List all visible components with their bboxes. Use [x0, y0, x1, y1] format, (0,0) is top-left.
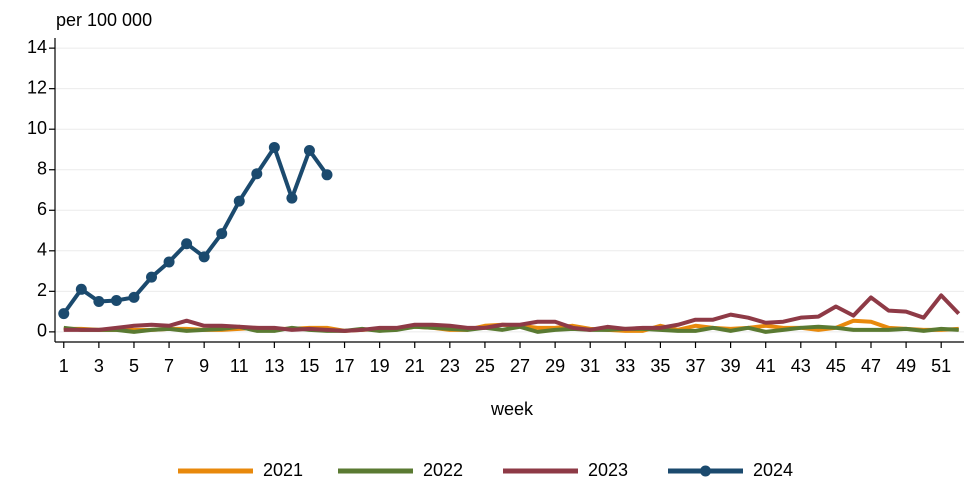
- x-axis-label: week: [490, 399, 534, 419]
- series-marker: [233, 195, 245, 207]
- y-tick-label: 10: [27, 118, 47, 138]
- x-tick-label: 15: [299, 356, 319, 376]
- x-tick-label: 13: [264, 356, 284, 376]
- x-tick-label: 21: [405, 356, 425, 376]
- x-tick-label: 47: [861, 356, 881, 376]
- y-tick-label: 6: [37, 199, 47, 219]
- x-tick-label: 11: [230, 356, 249, 376]
- x-tick-label: 43: [791, 356, 811, 376]
- y-axis-label: per 100 000: [56, 10, 152, 30]
- legend-label: 2021: [263, 460, 303, 480]
- x-tick-label: 35: [650, 356, 670, 376]
- series-marker: [216, 228, 228, 240]
- y-tick-label: 4: [37, 240, 47, 260]
- y-tick-label: 8: [37, 158, 47, 178]
- series-marker: [268, 141, 280, 153]
- x-tick-label: 45: [826, 356, 846, 376]
- series-marker: [146, 271, 158, 283]
- x-tick-label: 49: [896, 356, 916, 376]
- y-tick-label: 2: [37, 280, 47, 300]
- series-marker: [286, 192, 298, 204]
- x-tick-label: 31: [580, 356, 600, 376]
- series-marker: [181, 238, 193, 250]
- series-marker: [128, 291, 140, 303]
- x-tick-label: 9: [199, 356, 209, 376]
- series-marker: [251, 168, 263, 180]
- x-tick-label: 51: [931, 356, 951, 376]
- x-tick-label: 25: [475, 356, 495, 376]
- series-marker: [75, 283, 87, 295]
- legend-label: 2022: [423, 460, 463, 480]
- series-line: [63, 293, 961, 333]
- x-tick-label: 7: [164, 356, 174, 376]
- x-tick-label: 41: [756, 356, 776, 376]
- series-marker: [303, 144, 315, 156]
- x-tick-label: 27: [510, 356, 530, 376]
- x-tick-label: 3: [94, 356, 104, 376]
- legend-marker: [700, 465, 711, 477]
- x-tick-label: 39: [721, 356, 741, 376]
- series-marker: [163, 256, 175, 268]
- series-marker: [198, 251, 210, 263]
- x-tick-label: 23: [440, 356, 460, 376]
- x-tick-label: 17: [335, 356, 355, 376]
- series-marker: [110, 294, 122, 306]
- y-tick-label: 0: [37, 321, 47, 341]
- x-tick-label: 33: [615, 356, 635, 376]
- legend-label: 2024: [753, 460, 793, 480]
- series-marker: [321, 169, 333, 181]
- y-tick-label: 12: [27, 77, 47, 97]
- y-tick-label: 14: [27, 37, 47, 57]
- x-tick-label: 5: [129, 356, 139, 376]
- series-marker: [58, 308, 70, 320]
- x-tick-label: 29: [545, 356, 565, 376]
- series-line: [62, 145, 329, 315]
- x-tick-label: 37: [685, 356, 705, 376]
- series-marker: [93, 295, 105, 307]
- x-tick-label: 19: [370, 356, 390, 376]
- x-tick-label: 1: [59, 356, 69, 376]
- series-line: [63, 324, 959, 334]
- legend-label: 2023: [588, 460, 628, 480]
